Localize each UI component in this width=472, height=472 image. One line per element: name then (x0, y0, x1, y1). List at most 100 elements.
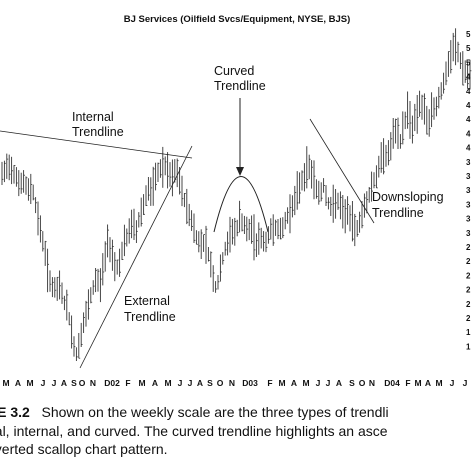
price-bar (162, 146, 165, 188)
internal-trendline-label: Internal (72, 110, 114, 124)
x-tick-label: O (217, 378, 224, 388)
curved-trendline-arrowhead (236, 167, 244, 176)
downsloping-trendline-label: Trendline (372, 206, 424, 220)
price-bar (193, 213, 196, 243)
price-bar (409, 101, 412, 139)
price-bar (167, 152, 169, 189)
x-tick-label: J (41, 378, 46, 388)
price-bar (330, 196, 333, 216)
price-bar (179, 167, 181, 195)
x-tick-label: A (61, 378, 67, 388)
price-bar (181, 175, 184, 207)
price-bar (447, 51, 450, 77)
price-bar (205, 225, 208, 264)
price-bar (3, 160, 6, 183)
price-bar (296, 171, 299, 210)
price-bar (169, 162, 172, 187)
price-bar (243, 215, 246, 234)
y-tick-label: 2 (466, 300, 471, 309)
price-bar (47, 248, 49, 293)
price-bar (325, 185, 328, 206)
price-bar (176, 158, 179, 188)
x-tick-label: D03 (242, 378, 258, 388)
price-bar (327, 197, 330, 210)
price-bar (462, 51, 465, 86)
price-bar (51, 277, 54, 298)
price-bar (313, 160, 316, 200)
x-axis-tick-labels: M A M J J A S O N D02 F M A M J J A S O N D03 F M A M J J A S O N D04 F M… (2, 378, 468, 388)
price-bar (399, 134, 402, 149)
price-bar (85, 300, 88, 327)
price-bar (171, 159, 174, 197)
price-bar (368, 187, 371, 203)
y-tick-label: 3 (466, 158, 471, 167)
price-bar (59, 270, 61, 300)
price-bar (143, 194, 145, 215)
figure-label: RE 3.2 (0, 404, 30, 420)
x-tick-label: M (414, 378, 421, 388)
x-tick-label: F (405, 378, 410, 388)
price-bar (164, 156, 167, 176)
y-tick-label: 3 (466, 229, 471, 238)
price-bar (455, 28, 457, 66)
x-tick-label: J (463, 378, 468, 388)
x-tick-label: A (197, 378, 203, 388)
y-tick-label: 5 (466, 30, 471, 39)
y-tick-label: 4 (466, 144, 471, 153)
price-bar (126, 228, 129, 247)
y-tick-label: 2 (466, 286, 471, 295)
price-bar (42, 231, 45, 252)
price-bar (61, 282, 64, 304)
price-bar (407, 91, 409, 129)
price-bar (383, 138, 385, 175)
price-bar (109, 237, 112, 263)
price-bar (275, 219, 277, 236)
y-tick-label: 3 (466, 215, 471, 224)
price-bar (467, 61, 469, 89)
price-bar (258, 222, 261, 255)
price-bar (402, 111, 405, 145)
curved-trendline-label: Curved (214, 64, 254, 78)
price-bar (95, 268, 97, 293)
price-bar (99, 268, 102, 303)
price-bar (186, 188, 189, 225)
price-bar (207, 247, 210, 262)
price-bar (121, 241, 124, 261)
y-tick-label: 4 (466, 115, 471, 124)
price-bar (87, 289, 90, 320)
x-tick-label: M (302, 378, 309, 388)
x-tick-label: F (125, 378, 130, 388)
price-bar (301, 170, 304, 191)
price-bar (222, 252, 225, 265)
downsloping-trendline-line (309, 118, 375, 224)
price-bar (234, 217, 237, 246)
x-tick-label: D04 (384, 378, 400, 388)
price-bar (111, 239, 114, 271)
x-tick-label: N (90, 378, 96, 388)
external-trendline-label: Trendline (124, 310, 176, 324)
price-chart: BJ Services (Oilfield Svcs/Equipment, NY… (0, 14, 472, 388)
x-tick-label: J (450, 378, 455, 388)
price-bar (284, 211, 287, 230)
y-axis-tick-labels: 5 5 5 4 4 4 4 4 4 3 3 3 3 3 3 2 2 2 2 2 2 1 1 (466, 30, 471, 351)
price-bar (32, 184, 35, 201)
price-bar (435, 96, 438, 117)
x-tick-label: M (278, 378, 285, 388)
price-bar (219, 254, 222, 282)
price-bar (366, 191, 369, 214)
price-bar (37, 201, 40, 236)
price-bar (203, 234, 205, 252)
weekly-price-bars (1, 28, 472, 361)
x-tick-label: J (188, 378, 193, 388)
price-bar (395, 118, 397, 144)
internal-trendline-line (0, 130, 193, 159)
price-bar (135, 220, 138, 243)
y-tick-label: 3 (466, 200, 471, 209)
price-bar (433, 97, 436, 120)
price-bar (459, 52, 462, 69)
price-bar (267, 226, 270, 244)
x-tick-label: N (369, 378, 375, 388)
price-bar (323, 178, 325, 193)
price-bar (255, 233, 258, 257)
price-bar (251, 215, 253, 244)
